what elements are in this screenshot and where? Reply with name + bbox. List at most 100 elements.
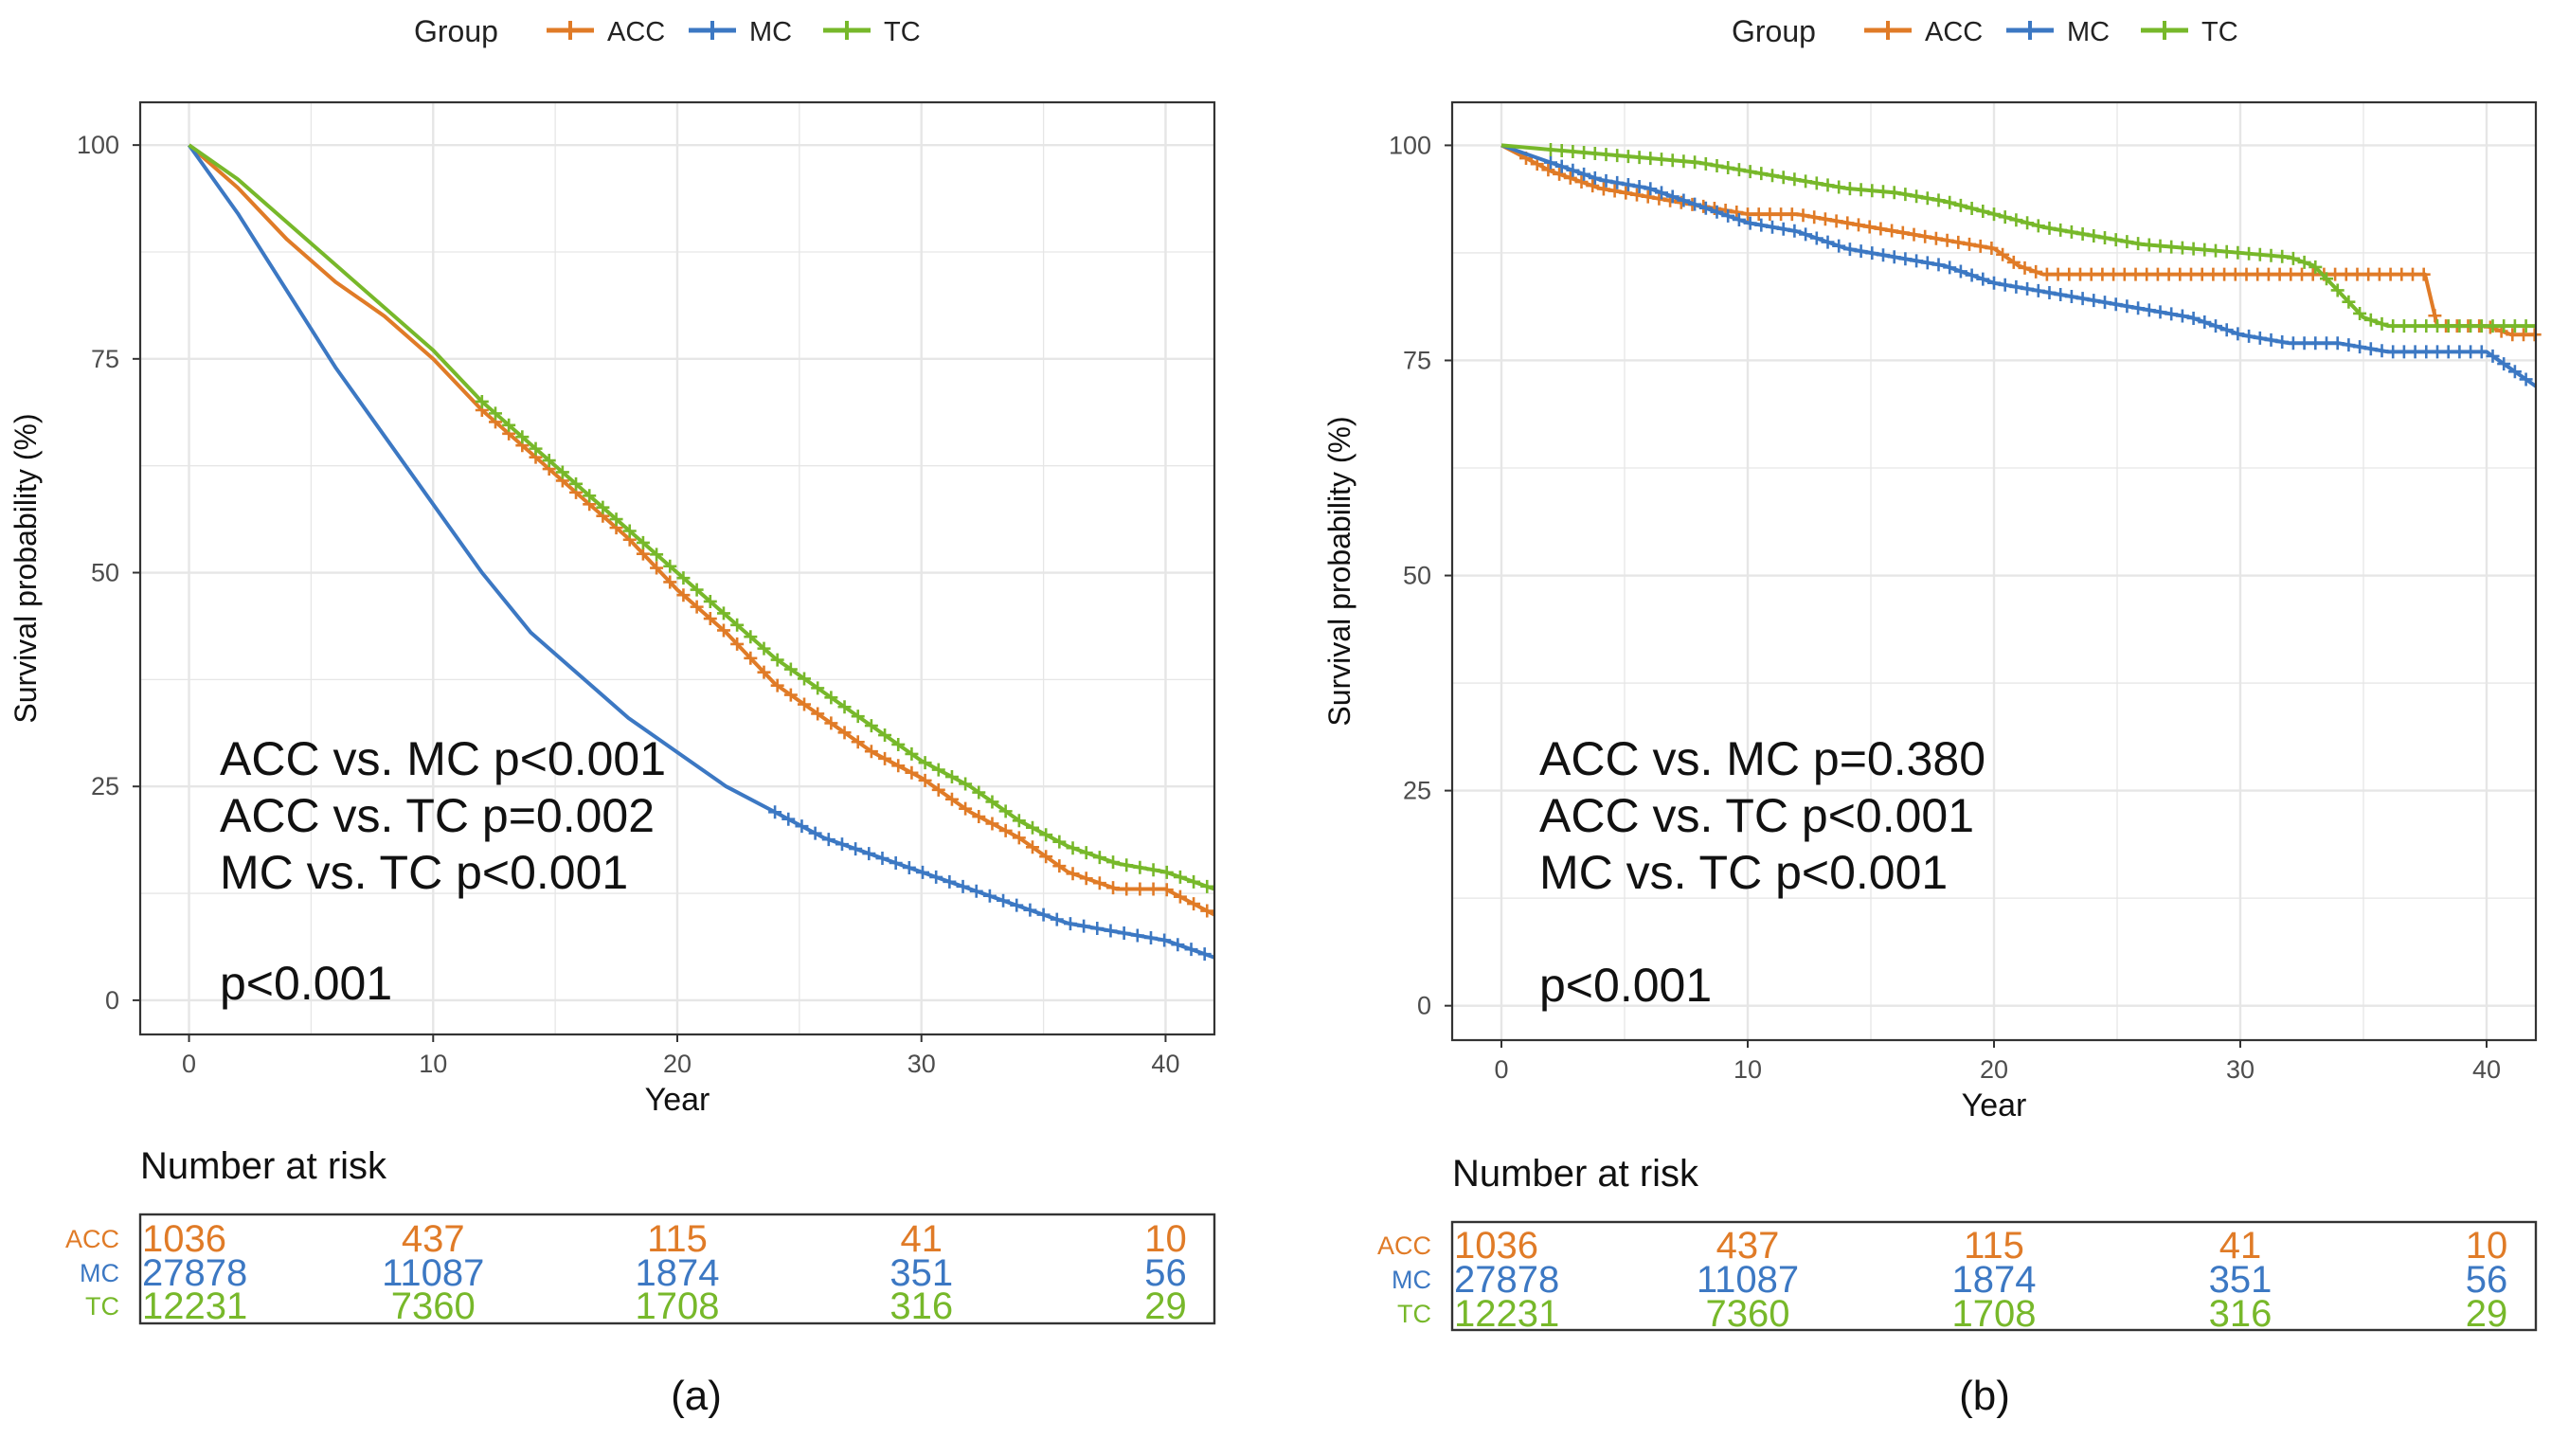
censor-mark xyxy=(1106,881,1121,895)
censor-mark xyxy=(636,535,650,549)
censor-mark xyxy=(475,394,489,408)
censor-mark xyxy=(2362,267,2376,281)
censor-mark xyxy=(1931,258,1946,272)
censor-mark xyxy=(1554,159,1569,173)
censor-mark xyxy=(2297,336,2311,351)
censor-mark xyxy=(1563,171,1577,185)
legend-label: MC xyxy=(2067,17,2110,47)
series-tc xyxy=(1500,142,2536,333)
y-tick-label: 0 xyxy=(105,986,119,1015)
legend-label: TC xyxy=(2201,17,2238,47)
censor-mark xyxy=(1025,820,1039,835)
censor-mark xyxy=(1120,882,1134,896)
censor-mark xyxy=(972,785,986,800)
censor-mark xyxy=(1574,175,1589,189)
censor-mark xyxy=(1158,933,1172,947)
censor-mark xyxy=(1799,227,1813,242)
x-tick-label: 20 xyxy=(663,1050,692,1078)
censor-mark xyxy=(1998,278,2012,292)
censor-mark xyxy=(2165,240,2179,254)
censor-mark xyxy=(1809,231,1823,245)
censor-mark xyxy=(542,454,556,468)
censor-mark xyxy=(1842,182,1857,196)
series-mc xyxy=(1500,143,2538,388)
censor-mark xyxy=(783,688,798,702)
censor-mark xyxy=(1698,156,1713,171)
censor-mark xyxy=(1171,938,1185,952)
series-mc xyxy=(187,143,1215,962)
x-tick-label: 10 xyxy=(1734,1055,1762,1084)
censor-mark xyxy=(1854,183,1868,197)
censor-mark xyxy=(596,500,610,514)
censor-mark xyxy=(1146,882,1160,896)
censor-mark xyxy=(2140,267,2154,281)
censor-mark xyxy=(1743,216,1757,230)
censor-mark xyxy=(1577,146,1591,160)
censor-mark xyxy=(1910,189,1924,204)
risk-value: 41 xyxy=(2219,1225,2262,1267)
censor-mark xyxy=(1588,171,1602,185)
censor-mark xyxy=(2372,267,2386,281)
y-tick-label: 25 xyxy=(1403,777,1431,805)
censor-mark xyxy=(2395,267,2409,281)
censor-mark xyxy=(2150,267,2165,281)
censor-mark xyxy=(1688,155,1702,170)
legend-item-acc: ACC xyxy=(547,17,665,47)
censor-mark xyxy=(2497,357,2511,371)
censor-mark xyxy=(2054,223,2068,237)
censor-mark xyxy=(2095,267,2110,281)
censor-mark xyxy=(2087,294,2101,308)
censor-mark xyxy=(1698,201,1713,215)
censor-mark xyxy=(1630,188,1644,202)
censor-mark xyxy=(1898,188,1913,202)
censor-mark xyxy=(1066,841,1080,855)
censor-mark xyxy=(676,571,691,585)
risk-value: 29 xyxy=(2466,1293,2508,1335)
censor-mark xyxy=(2273,267,2287,281)
censor-mark xyxy=(768,805,782,819)
censor-mark xyxy=(2297,255,2311,269)
censor-mark xyxy=(2175,309,2189,323)
risk-value: 27878 xyxy=(1454,1259,1559,1301)
censor-mark xyxy=(781,812,796,826)
censor-mark xyxy=(851,735,865,749)
censor-mark xyxy=(2042,285,2057,299)
censor-mark xyxy=(2519,372,2533,386)
censor-mark xyxy=(837,726,852,740)
censor-mark xyxy=(1785,207,1799,222)
censor-mark xyxy=(972,810,986,824)
censor-mark xyxy=(985,817,999,831)
censor-mark xyxy=(944,792,959,806)
censor-mark xyxy=(889,855,903,870)
censor-mark xyxy=(1920,191,1934,206)
censor-mark xyxy=(1641,189,1655,204)
censor-mark xyxy=(1079,872,1093,886)
censor-mark xyxy=(2006,255,2021,269)
censor-mark xyxy=(1577,167,1591,181)
censor-mark xyxy=(985,795,999,809)
censor-mark xyxy=(1865,246,1879,261)
censor-mark xyxy=(2416,267,2431,281)
censor-mark xyxy=(1852,218,1865,232)
survival-curve-acc xyxy=(188,143,1215,917)
censor-mark xyxy=(2009,279,2023,294)
censor-mark xyxy=(2198,315,2212,330)
censor-mark xyxy=(2109,233,2123,247)
censor-mark xyxy=(690,600,704,614)
censor-mark xyxy=(2031,219,2045,233)
risk-row-label-mc: MC xyxy=(80,1259,119,1287)
censor-mark xyxy=(2184,267,2198,281)
censor-mark xyxy=(2131,301,2146,315)
censor-mark xyxy=(902,860,916,874)
censor-mark xyxy=(956,879,970,893)
panel-label: (a) xyxy=(671,1373,722,1419)
censor-mark xyxy=(569,476,584,491)
censor-mark xyxy=(944,770,959,784)
censor-mark xyxy=(1973,239,1987,253)
censor-mark xyxy=(488,406,502,421)
censor-mark xyxy=(1821,178,1835,192)
censor-mark xyxy=(2239,267,2254,281)
censor-mark xyxy=(2464,345,2478,359)
censor-mark xyxy=(2186,311,2201,325)
censor-mark xyxy=(2153,239,2167,253)
